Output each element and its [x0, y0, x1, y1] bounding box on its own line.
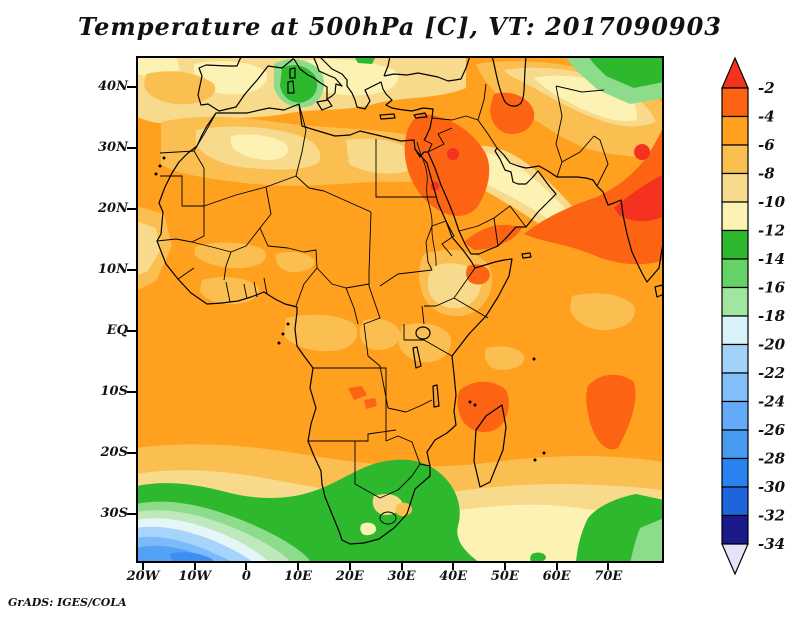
y-tick-mark: [127, 330, 136, 332]
x-tick-mark: [503, 563, 506, 570]
colorbar-tick-label: -24: [758, 393, 785, 411]
x-tick-label: 50E: [490, 569, 519, 584]
x-tick-mark: [607, 563, 610, 570]
x-tick-mark: [400, 563, 403, 570]
colorbar-bottom-arrow: [721, 543, 749, 576]
coastlines: [156, 56, 664, 545]
colorbar-tick-label: -12: [758, 222, 785, 240]
colorbar-tick-label: -28: [758, 450, 786, 468]
x-tick-label: 30E: [387, 569, 416, 584]
x-tick-label: 20E: [335, 569, 364, 584]
y-tick-mark: [127, 147, 136, 149]
y-tick-label: 20N: [98, 201, 128, 216]
y-tick-mark: [127, 208, 136, 210]
credit-text: GrADS: IGES/COLA: [8, 596, 127, 609]
colorbar-tick-label: -20: [758, 336, 786, 354]
x-tick-label: 40E: [439, 569, 468, 584]
y-tick-label: 20S: [100, 445, 128, 460]
colorbar-segment: [721, 343, 749, 374]
y-tick-mark: [127, 452, 136, 454]
country-borders: [156, 83, 609, 525]
colorbar-tick-label: -34: [758, 535, 785, 553]
colorbar-segment: [721, 486, 749, 517]
colorbar-tick-label: -32: [758, 507, 785, 525]
small-islands: [154, 156, 546, 462]
y-tick-label: EQ: [106, 323, 128, 338]
x-tick-label: 60E: [542, 569, 571, 584]
y-tick-label: 10N: [98, 262, 128, 277]
y-tick-mark: [127, 513, 136, 515]
colorbar-tick-label: -22: [758, 364, 785, 382]
temperature-field: [136, 56, 664, 563]
colorbar-segment: [721, 87, 749, 118]
colorbar-tick-label: -30: [758, 478, 786, 496]
y-tick-label: 10S: [100, 384, 128, 399]
temperature-map: [136, 56, 664, 563]
y-tick-label: 40N: [98, 79, 128, 94]
x-tick-mark: [555, 563, 558, 570]
colorbar-top-arrow: [721, 56, 749, 89]
colorbar-tick-label: -10: [758, 193, 786, 211]
x-tick-label: 20W: [126, 569, 160, 584]
colorbar-segment: [721, 229, 749, 260]
x-tick-label: 70E: [594, 569, 623, 584]
y-tick-mark: [127, 269, 136, 271]
colorbar-segment: [721, 172, 749, 203]
colorbar-tick-label: -16: [758, 279, 786, 297]
x-tick-label: 0: [241, 569, 251, 584]
y-tick-label: 30S: [100, 506, 128, 521]
colorbar-segment: [721, 286, 749, 317]
x-tick-mark: [142, 563, 144, 570]
colorbar-segment: [721, 258, 749, 289]
colorbar-segment: [721, 514, 749, 545]
colorbar-segment: [721, 372, 749, 403]
colorbar-tick-label: -6: [758, 136, 775, 154]
y-tick-mark: [127, 86, 136, 88]
colorbar-tick-label: -8: [758, 165, 775, 183]
colorbar-segment: [721, 144, 749, 175]
x-tick-mark: [297, 563, 300, 570]
colorbar-tick-label: -2: [758, 79, 775, 97]
colorbar-tick-label: -26: [758, 421, 786, 439]
colorbar-segment: [721, 457, 749, 488]
colorbar-tick-label: -14: [758, 250, 785, 268]
colorbar-segment: [721, 201, 749, 232]
x-tick-mark: [245, 563, 248, 570]
x-tick-label: 10W: [178, 569, 212, 584]
map-area: 40N 30N 20N 10N EQ 10S 20S 30S 20W 10W 0 10E 20E 30E 4…: [98, 56, 664, 584]
colorbar: -2 -4 -6 -8 -10 -12 -14 -16 -18 -20 -22 -24 -26 -28 -3…: [721, 56, 786, 576]
colorbar-segment: [721, 400, 749, 431]
colorbar-segment: [721, 315, 749, 346]
x-tick-mark: [348, 563, 351, 570]
colorbar-tick-label: -4: [758, 108, 775, 126]
colorbar-segment: [721, 429, 749, 460]
y-tick-label: 30N: [98, 140, 128, 155]
map-frame: [136, 56, 664, 563]
colorbar-tick-label: -18: [758, 307, 786, 325]
plot-title: Temperature at 500hPa [C], VT: 201709090…: [77, 12, 723, 41]
colorbar-segment: [721, 115, 749, 146]
x-tick-mark: [193, 563, 196, 570]
y-tick-mark: [127, 391, 136, 393]
x-tick-label: 10E: [284, 569, 313, 584]
x-tick-mark: [452, 563, 455, 570]
